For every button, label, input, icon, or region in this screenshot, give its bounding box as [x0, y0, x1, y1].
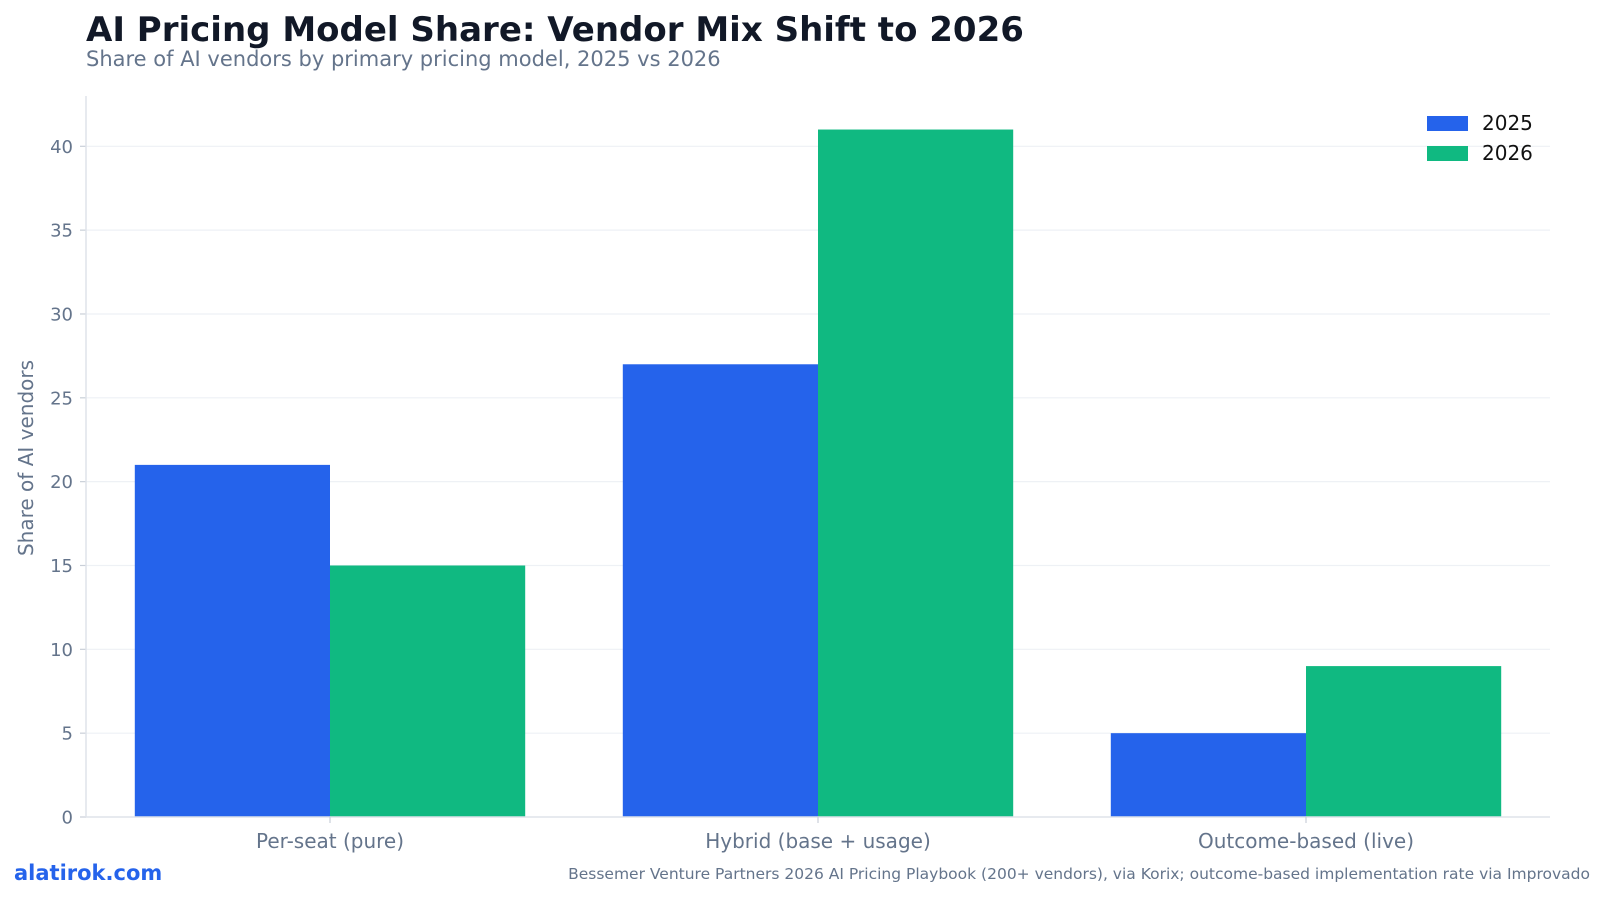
legend-swatch-2026	[1427, 146, 1468, 161]
y-tick-label: 20	[50, 472, 73, 493]
axes	[80, 96, 1550, 823]
y-tick-label: 10	[50, 640, 73, 661]
bar-2026-2	[818, 129, 1014, 817]
chart-subtitle: Share of AI vendors by primary pricing m…	[86, 47, 721, 71]
bar-2025-1	[134, 464, 330, 817]
legend-label-2026: 2026	[1482, 141, 1533, 165]
y-tick-label: 30	[50, 304, 73, 325]
brand-link[interactable]: alatirok.com	[14, 861, 162, 885]
legend-swatch-2025	[1427, 116, 1468, 131]
x-tick-label: Outcome-based (live)	[1198, 829, 1414, 853]
chart-title: AI Pricing Model Share: Vendor Mix Shift…	[86, 10, 1024, 50]
y-tick-labels: 0 5 10 15 20 25 30 35 40	[50, 137, 73, 829]
y-tick-label: 35	[50, 221, 73, 242]
y-tick-label: 15	[50, 556, 73, 577]
y-tick-label: 25	[50, 388, 73, 409]
y-axis-label: Share of AI vendors	[14, 360, 38, 556]
bar-2025-3	[1110, 733, 1306, 817]
source-note: Bessemer Venture Partners 2026 AI Pricin…	[568, 865, 1590, 883]
x-tick-labels: Per-seat (pure) Hybrid (base + usage) Outc…	[256, 829, 1414, 853]
x-tick-label: Hybrid (base + usage)	[705, 829, 931, 853]
bars	[134, 129, 1502, 817]
y-tick-label: 0	[62, 808, 73, 829]
bar-2026-3	[1306, 666, 1502, 817]
bar-2025-2	[622, 364, 818, 817]
x-tick-label: Per-seat (pure)	[256, 829, 404, 853]
y-tick-label: 40	[50, 137, 73, 158]
legend: 2025 2026	[1427, 111, 1533, 165]
y-tick-label: 5	[62, 724, 73, 745]
bar-2026-1	[330, 565, 526, 817]
legend-label-2025: 2025	[1482, 111, 1533, 135]
